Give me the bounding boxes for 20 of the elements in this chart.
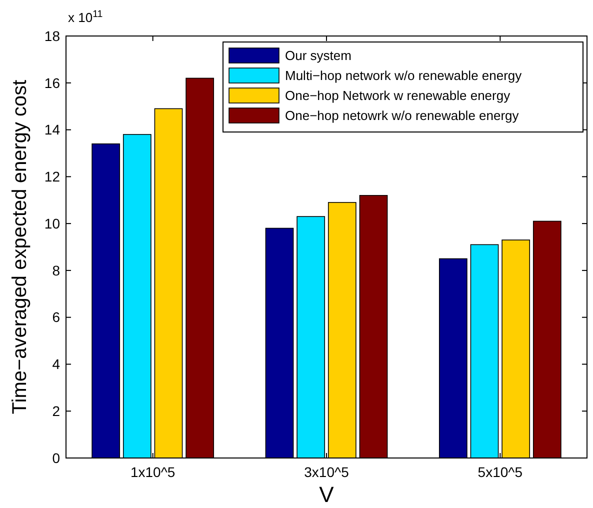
y-tick-label: 10 [44,215,60,232]
y-tick-label: 6 [52,309,60,326]
x-tick-label: 1x10^5 [130,464,176,480]
y-tick-label: 2 [52,403,60,420]
y-tick-label: 14 [44,122,60,138]
y-tick-label: 4 [52,356,60,372]
y-axis-title: Time−averaged expected energy cost [9,79,31,414]
x-tick-label: 5x10^5 [478,464,523,480]
legend-label: Multi−hop network w/o renewable energy [285,68,522,83]
legend-label: Our system [285,48,352,63]
text: x 10$^{11}$ [68,8,103,25]
x-axis-title: V [319,482,334,507]
y-tick-label: 18 [44,28,60,44]
y-tick-label: 12 [44,168,60,185]
y-tick-label: 16 [44,74,60,91]
x-tick-label: 3x10^5 [304,464,350,480]
y-tick-label: 8 [52,262,60,278]
legend-label: One−hop netowrk w/o renewable energy [285,108,520,123]
legend-label: One−hop Network w renewable energy [285,88,511,103]
y-tick-label: 0 [52,450,60,466]
